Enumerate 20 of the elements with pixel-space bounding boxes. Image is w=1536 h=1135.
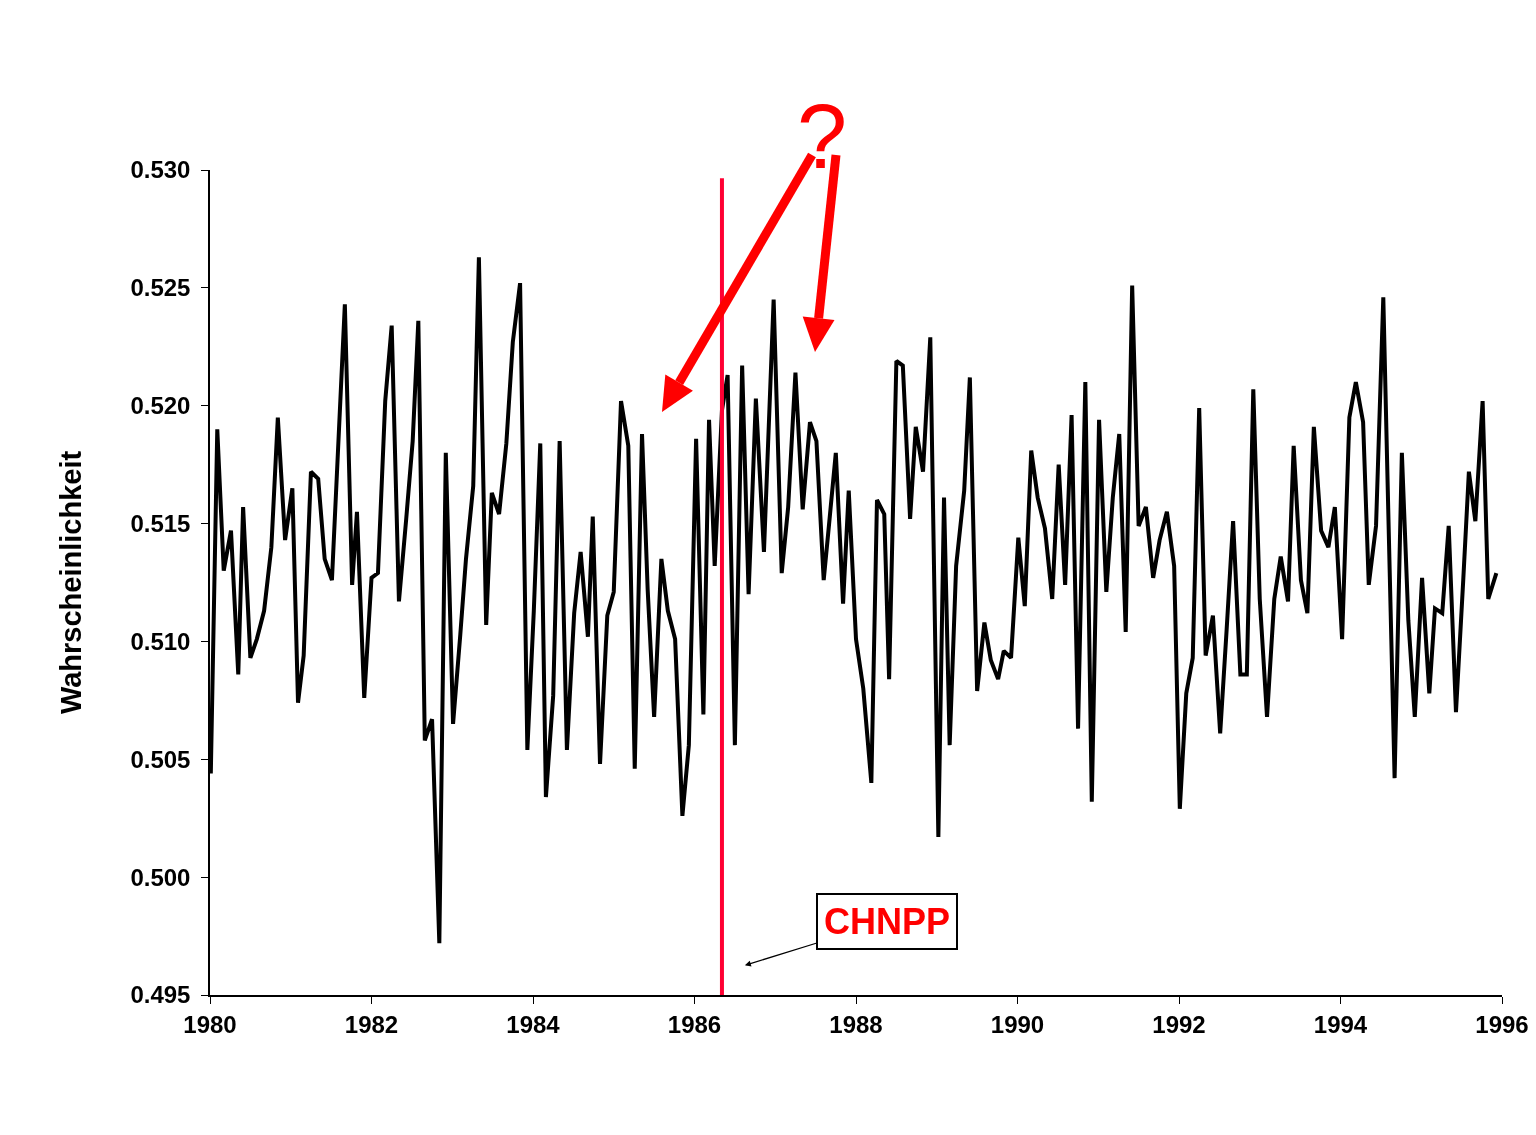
y-tick-label: 0.505: [130, 745, 191, 773]
annotation: ?: [797, 87, 848, 187]
y-tick-label: 0.520: [130, 392, 191, 420]
y-tick-label: 0.500: [130, 863, 191, 891]
x-tick-label: 1984: [506, 1010, 561, 1038]
x-tick-label: 1980: [183, 1010, 237, 1038]
ref-line-label: CHNPP: [824, 901, 951, 942]
x-tick-label: 1990: [990, 1010, 1045, 1038]
y-axis-title: Wahrscheinlichkeit: [55, 450, 88, 715]
x-tick-label: 1982: [344, 1010, 399, 1038]
x-tick-label: 1986: [667, 1010, 722, 1038]
y-tick-label: 0.525: [130, 274, 191, 302]
y-tick-label: 0.495: [130, 981, 191, 1009]
x-tick-label: 1992: [1152, 1010, 1206, 1038]
y-tick-label: 0.510: [130, 627, 191, 655]
x-tick-label: 1994: [1313, 1010, 1368, 1038]
x-tick-label: 1988: [829, 1010, 883, 1038]
x-tick-label: 1996: [1475, 1010, 1529, 1038]
y-tick-label: 0.515: [130, 509, 191, 537]
y-tick-label: 0.530: [130, 156, 191, 184]
